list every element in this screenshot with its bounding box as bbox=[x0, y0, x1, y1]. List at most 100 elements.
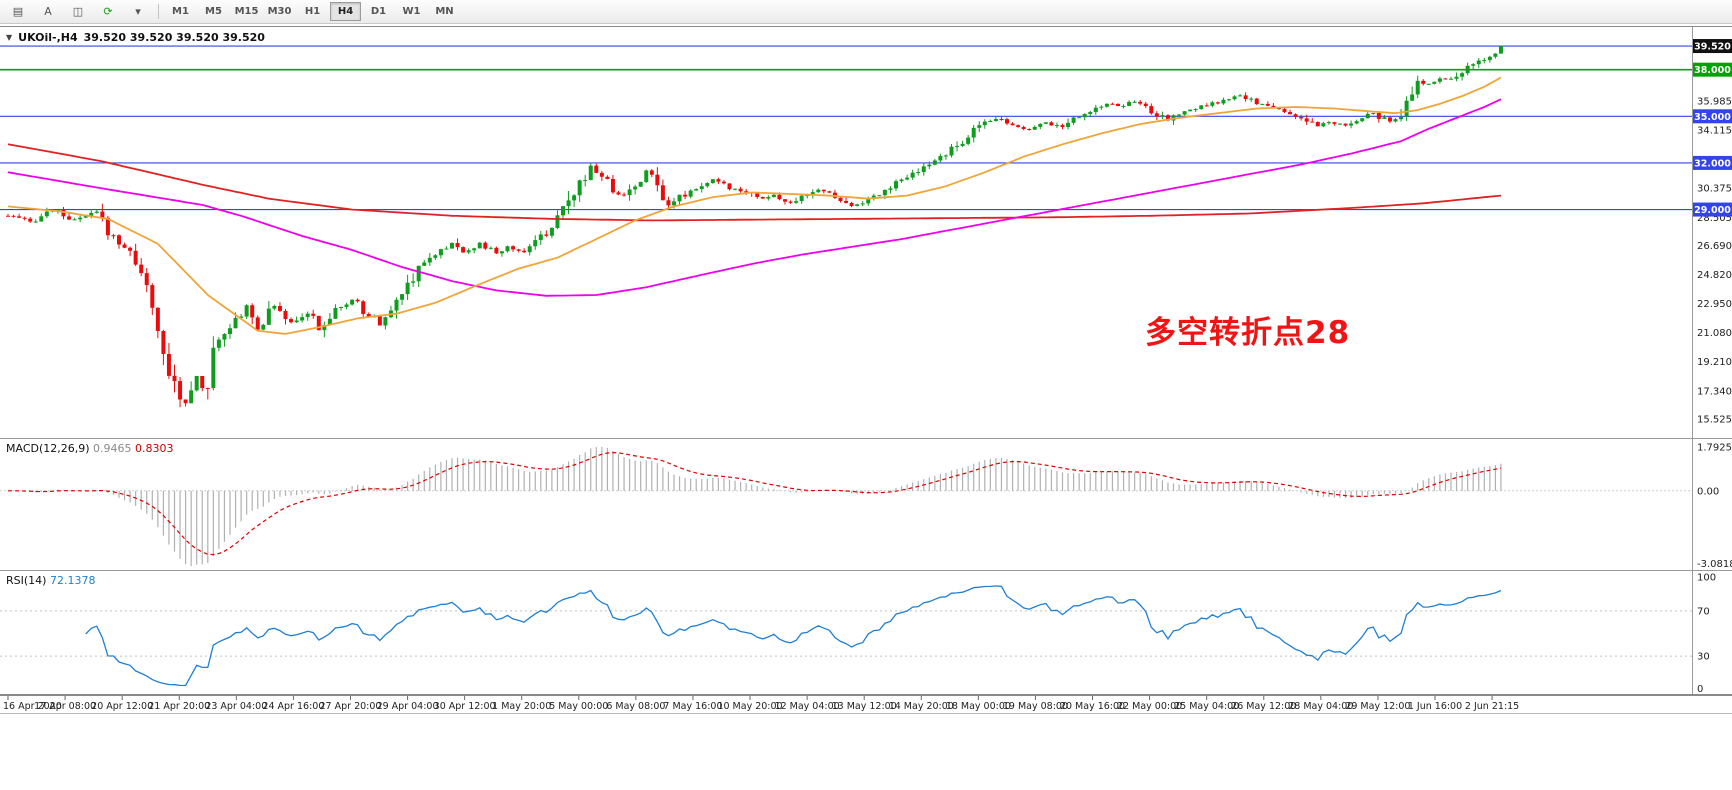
rsi-name: RSI(14) bbox=[6, 574, 47, 587]
price-badge-29.000[interactable] bbox=[1693, 202, 1732, 217]
horizontal-line-objects[interactable] bbox=[0, 45, 1692, 211]
macd-axis-label: 1.7925 bbox=[1697, 443, 1732, 454]
slow-ma-red bbox=[7, 143, 1502, 222]
time-axis-panel[interactable]: 16 Apr 2020 17 Apr 08:00 20 Apr 12:00 21 Ap… bbox=[0, 694, 1732, 714]
time-tick-label: 17 Apr 08:00 bbox=[34, 701, 96, 712]
chart-list-icon[interactable]: ▤ bbox=[12, 5, 24, 18]
price-tick-label: 30.375 bbox=[1697, 184, 1732, 195]
timeframe-button-w1[interactable]: W1 bbox=[402, 6, 421, 17]
mid-ma-magenta bbox=[7, 98, 1502, 297]
main-chart-panel[interactable]: 35.985 34.115 30.375 28.505 26.690 24.820 22.9… bbox=[0, 26, 1732, 438]
time-tick-label: 12 May 04:00 bbox=[775, 701, 840, 712]
price-tick-label: 22.950 bbox=[1697, 299, 1732, 310]
price-badge-35.000[interactable] bbox=[1693, 109, 1732, 124]
time-tick-label: 19 May 08:00 bbox=[1003, 701, 1068, 712]
time-tick-label: 29 May 12:00 bbox=[1345, 701, 1410, 712]
rsi-axis-label: 70 bbox=[1697, 606, 1710, 617]
time-tick-label: 1 Jun 16:00 bbox=[1408, 701, 1462, 712]
price-tick-label: 21.080 bbox=[1697, 328, 1732, 339]
time-tick-label: 20 Apr 12:00 bbox=[91, 701, 153, 712]
time-tick-label: 21 Apr 20:00 bbox=[148, 701, 210, 712]
macd-indicator-panel[interactable]: 1.7925 0.00 -3.0818 MACD(12,26,9) 0.9465 0… bbox=[0, 438, 1732, 570]
price-tick-label: 28.505 bbox=[1697, 213, 1732, 224]
time-tick-label: 23 Apr 04:00 bbox=[205, 701, 267, 712]
time-tick-label: 30 Apr 12:00 bbox=[434, 701, 496, 712]
timeframe-button-m5[interactable]: M5 bbox=[205, 6, 222, 17]
rsi-axis-label: 30 bbox=[1697, 652, 1710, 663]
macd-signal-line bbox=[8, 451, 1502, 556]
auto-arrange-icon[interactable]: A bbox=[44, 5, 52, 18]
price-tick-label: 15.525 bbox=[1697, 415, 1732, 426]
time-tick-label: 27 Apr 20:00 bbox=[320, 701, 382, 712]
price-tick-label: 34.115 bbox=[1697, 126, 1732, 137]
timeframe-button-m30[interactable]: M30 bbox=[267, 6, 292, 17]
chart-legend: ▼ UKOil-,H4 39.520 39.520 39.520 39.520 bbox=[6, 31, 265, 44]
price-badge-32.000[interactable] bbox=[1693, 155, 1732, 170]
time-tick-label: 25 May 04:00 bbox=[1174, 701, 1239, 712]
macd-label: MACD(12,26,9) 0.9465 0.8303 bbox=[6, 442, 174, 455]
toolbar-separator bbox=[158, 4, 159, 19]
price-tick-label: 17.340 bbox=[1697, 386, 1732, 397]
macd-main-value: 0.9465 bbox=[93, 442, 132, 455]
time-tick-label: 14 May 20:00 bbox=[889, 701, 954, 712]
macd-name: MACD(12,26,9) bbox=[6, 442, 90, 455]
one-click-trading-toggle[interactable]: ▼ bbox=[6, 33, 13, 42]
svg-text:35.000: 35.000 bbox=[1694, 112, 1731, 123]
rsi-axis-label: 0 bbox=[1697, 684, 1703, 694]
time-tick-label: 28 May 04:00 bbox=[1288, 701, 1353, 712]
cycle-chart-caret-icon[interactable]: ▾ bbox=[135, 5, 141, 18]
rsi-indicator-panel[interactable]: 100 70 30 0 RSI(14) 72.1378 bbox=[0, 570, 1732, 694]
time-tick-label: 13 May 12:00 bbox=[832, 701, 897, 712]
time-tick-label: 6 May 08:00 bbox=[606, 701, 665, 712]
rsi-value: 72.1378 bbox=[49, 574, 96, 587]
timeframe-button-mn[interactable]: MN bbox=[435, 6, 454, 17]
svg-text:32.000: 32.000 bbox=[1694, 158, 1731, 169]
chart-window: 35.985 34.115 30.375 28.505 26.690 24.820 22.9… bbox=[0, 26, 1732, 714]
fast-ma-orange bbox=[7, 76, 1502, 335]
chart-toolbar: ▤ A ◫ ⟳ ▾ M1 M5 M15 M30 H1 H4 D1 W1 MN bbox=[0, 0, 1732, 24]
macd-signal-value: 0.8303 bbox=[135, 442, 174, 455]
legend-ohlc-values: 39.520 39.520 39.520 39.520 bbox=[83, 31, 265, 44]
time-tick-label: 20 May 16:00 bbox=[1060, 701, 1125, 712]
cycle-chart-icon[interactable]: ⟳ bbox=[103, 5, 113, 18]
legend-symbol-period: UKOil-,H4 bbox=[18, 31, 78, 44]
timeframe-button-h4[interactable]: H4 bbox=[330, 2, 361, 21]
time-tick-label: 24 Apr 16:00 bbox=[262, 701, 324, 712]
price-tick-label: 26.690 bbox=[1697, 241, 1732, 252]
time-tick-label: 7 May 16:00 bbox=[663, 701, 722, 712]
macd-axis-label: -3.0818 bbox=[1697, 559, 1732, 570]
time-tick-label: 1 May 20:00 bbox=[492, 701, 551, 712]
tile-windows-icon[interactable]: ◫ bbox=[72, 5, 84, 18]
price-tick-label: 19.210 bbox=[1697, 357, 1732, 368]
price-axis[interactable]: 35.985 34.115 30.375 28.505 26.690 24.820 22.9… bbox=[1693, 39, 1732, 426]
svg-text:38.000: 38.000 bbox=[1694, 65, 1731, 76]
time-tick-label: 18 May 00:00 bbox=[946, 701, 1011, 712]
macd-axis-label: 0.00 bbox=[1697, 486, 1719, 497]
timeframe-button-d1[interactable]: D1 bbox=[370, 6, 387, 17]
time-tick-label: 26 May 12:00 bbox=[1231, 701, 1296, 712]
candles-group bbox=[6, 45, 1503, 408]
time-tick-label: 16 Apr 2020 bbox=[3, 701, 62, 712]
price-badge-38.000[interactable] bbox=[1693, 62, 1732, 77]
timeframe-button-m1[interactable]: M1 bbox=[172, 6, 189, 17]
time-tick-label: 29 Apr 04:00 bbox=[377, 701, 439, 712]
timeframe-button-h1[interactable]: H1 bbox=[304, 6, 321, 17]
price-badge-39.520[interactable] bbox=[1693, 39, 1732, 54]
chart-annotation-text[interactable]: 多空转折点28 bbox=[1145, 315, 1351, 351]
rsi-axis-label: 100 bbox=[1697, 573, 1716, 584]
macd-surface[interactable]: 1.7925 0.00 -3.0818 bbox=[0, 439, 1732, 570]
price-tick-label: 35.985 bbox=[1697, 96, 1732, 107]
rsi-label: RSI(14) 72.1378 bbox=[6, 574, 95, 587]
rsi-line bbox=[85, 585, 1502, 687]
time-tick-label: 22 May 00:00 bbox=[1117, 701, 1182, 712]
time-tick-label: 10 May 20:00 bbox=[717, 701, 782, 712]
svg-text:29.000: 29.000 bbox=[1694, 205, 1731, 216]
time-tick-label: 2 Jun 21:15 bbox=[1465, 701, 1519, 712]
rsi-surface[interactable]: 100 70 30 0 bbox=[0, 571, 1732, 694]
time-tick-label: 5 May 00:00 bbox=[549, 701, 608, 712]
price-chart-surface[interactable]: 35.985 34.115 30.375 28.505 26.690 24.820 22.9… bbox=[0, 27, 1732, 438]
timeframe-button-m15[interactable]: M15 bbox=[234, 6, 259, 17]
svg-text:39.520: 39.520 bbox=[1694, 42, 1731, 53]
